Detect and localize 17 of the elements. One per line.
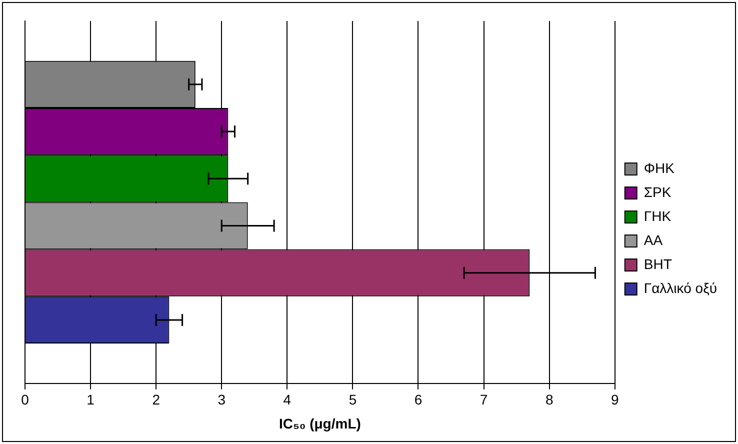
x-tick-label: 5: [348, 392, 357, 408]
legend-label: Γαλλικό οξύ: [644, 280, 718, 296]
x-tick-label: 2: [152, 392, 160, 408]
x-tick-label: 1: [86, 392, 95, 408]
legend-label: ΑΑ: [644, 232, 664, 248]
legend-label: ΦΗΚ: [644, 160, 676, 176]
x-tick-label: 6: [414, 392, 422, 408]
x-axis-title: IC₅₀ (μg/mL): [278, 415, 361, 432]
x-tick-label: 0: [21, 392, 30, 408]
legend-label: ΒΗΤ: [644, 256, 672, 272]
legend-label: ΣΡΚ: [644, 184, 672, 200]
x-tick-label: 4: [283, 392, 292, 408]
x-tick-label: 9: [610, 392, 619, 408]
x-tick-label: 7: [480, 392, 488, 408]
x-tick-label: 3: [218, 392, 226, 408]
x-tick-label: 8: [545, 392, 554, 408]
legend-label: ΓΗΚ: [644, 208, 672, 224]
